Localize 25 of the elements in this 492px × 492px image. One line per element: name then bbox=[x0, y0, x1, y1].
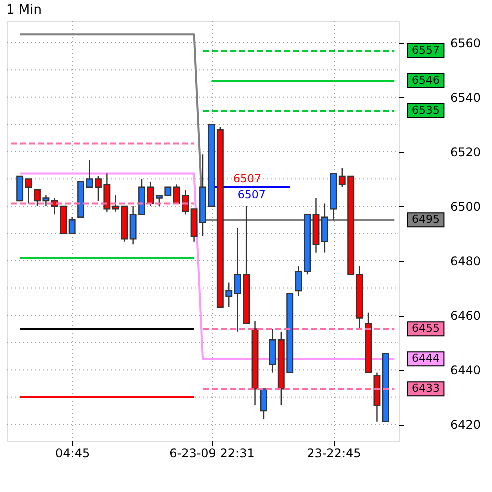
data-label: 6507 bbox=[238, 188, 266, 202]
chart-title: 1 Min bbox=[6, 3, 42, 18]
data-label: 6444 bbox=[412, 352, 440, 366]
data-label: 6455 bbox=[412, 322, 440, 336]
data-label: 6433 bbox=[412, 382, 440, 396]
candlestick bbox=[68, 216, 76, 234]
annotation: 6507 bbox=[233, 172, 262, 186]
data-label: 6557 bbox=[412, 44, 440, 57]
y-tick-label: 6460 bbox=[450, 309, 482, 324]
y-tick-label: 6420 bbox=[450, 418, 482, 432]
y-tick-label: 6560 bbox=[450, 36, 482, 50]
candlestick bbox=[25, 178, 32, 204]
data-label: 6546 bbox=[412, 74, 440, 87]
data-label: 6495 bbox=[412, 213, 440, 226]
candlestick bbox=[260, 388, 268, 420]
y-tick-label: 6540 bbox=[450, 90, 482, 105]
data-label: 6535 bbox=[412, 104, 440, 117]
candlestick bbox=[86, 159, 94, 188]
x-tick-label: 04:45 bbox=[56, 446, 90, 460]
y-tick-label: 6480 bbox=[450, 254, 482, 268]
x-tick-label: 23-22:45 bbox=[307, 446, 362, 460]
y-tick-label: 6500 bbox=[450, 200, 482, 214]
x-tick-label: 6-23-09 22:31 bbox=[170, 446, 255, 460]
y-tick-label: 6520 bbox=[450, 145, 482, 160]
y-tick-label: 6440 bbox=[450, 364, 482, 378]
